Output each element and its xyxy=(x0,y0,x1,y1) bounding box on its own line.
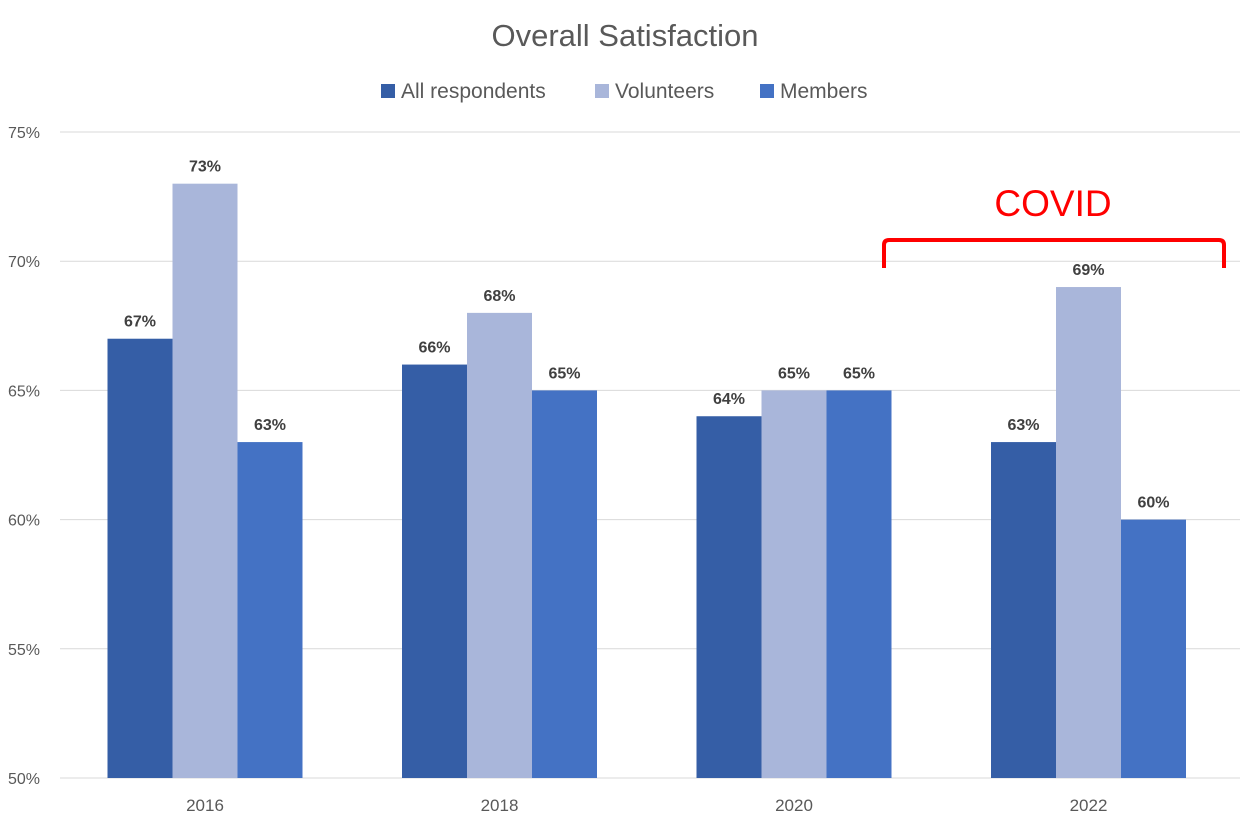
bar xyxy=(532,390,597,778)
bar xyxy=(107,338,173,778)
legend-label: Members xyxy=(780,80,868,103)
bar xyxy=(237,442,303,778)
data-label: 73% xyxy=(189,159,221,176)
legend-swatch xyxy=(381,84,395,98)
bar xyxy=(1121,519,1186,778)
y-tick-label: 55% xyxy=(8,642,40,659)
bar xyxy=(826,390,892,778)
data-label: 68% xyxy=(483,288,515,305)
y-tick-label: 60% xyxy=(8,513,40,530)
data-label: 60% xyxy=(1137,495,1169,512)
bar xyxy=(402,364,467,778)
data-label: 65% xyxy=(843,365,875,382)
y-tick-label: 50% xyxy=(8,771,40,788)
legend-swatch xyxy=(760,84,774,98)
bar xyxy=(1056,287,1121,778)
legend-label: Volunteers xyxy=(615,80,714,103)
x-tick-label: 2016 xyxy=(186,796,224,815)
chart-title: Overall Satisfaction xyxy=(491,18,758,53)
legend-label: All respondents xyxy=(401,80,546,103)
bar xyxy=(696,416,762,778)
x-tick-label: 2018 xyxy=(481,796,519,815)
bar xyxy=(172,183,238,778)
data-label: 65% xyxy=(778,365,810,382)
covid-annotation: COVID xyxy=(994,183,1111,224)
bar xyxy=(467,312,532,778)
data-label: 67% xyxy=(124,314,156,331)
y-tick-label: 70% xyxy=(8,254,40,271)
legend-swatch xyxy=(595,84,609,98)
data-label: 65% xyxy=(548,365,580,382)
bar xyxy=(761,390,827,778)
data-label: 63% xyxy=(1007,417,1039,434)
bar xyxy=(991,442,1056,778)
data-label: 69% xyxy=(1072,262,1104,279)
data-label: 64% xyxy=(713,391,745,408)
x-tick-label: 2022 xyxy=(1070,796,1108,815)
x-tick-label: 2020 xyxy=(775,796,813,815)
data-label: 63% xyxy=(254,417,286,434)
y-tick-label: 75% xyxy=(8,125,40,142)
y-tick-label: 65% xyxy=(8,383,40,400)
covid-bracket xyxy=(882,238,1226,268)
data-label: 66% xyxy=(418,340,450,357)
